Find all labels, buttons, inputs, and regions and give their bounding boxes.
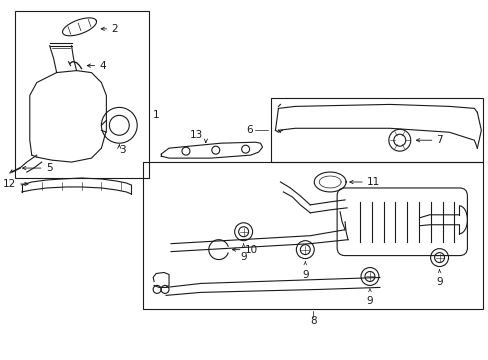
Text: 9: 9 [435, 278, 442, 288]
Text: 6: 6 [245, 125, 252, 135]
Text: 2: 2 [111, 24, 118, 34]
Text: 1: 1 [153, 111, 160, 120]
Text: 8: 8 [309, 316, 316, 326]
Text: 9: 9 [366, 296, 372, 306]
Text: 9: 9 [240, 252, 246, 262]
Text: 3: 3 [119, 145, 125, 155]
Text: 7: 7 [436, 135, 442, 145]
Text: 9: 9 [302, 270, 308, 279]
Text: 5: 5 [45, 163, 52, 173]
Text: 12: 12 [2, 179, 16, 189]
Text: 13: 13 [190, 130, 203, 140]
Text: 11: 11 [366, 177, 380, 187]
Text: 4: 4 [99, 60, 106, 71]
Text: 10: 10 [244, 245, 257, 255]
